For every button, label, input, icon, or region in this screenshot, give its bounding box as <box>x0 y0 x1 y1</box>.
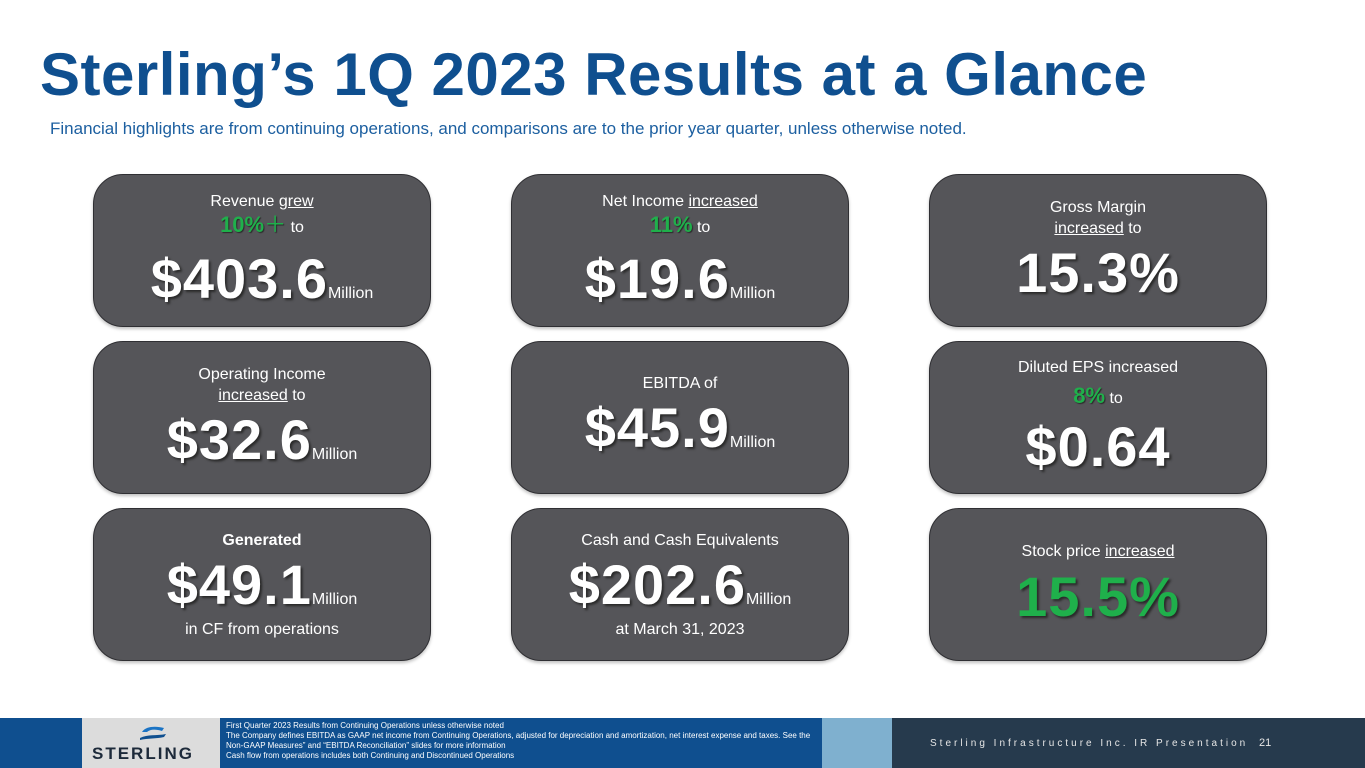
footer-brand-area: Sterling Infrastructure Inc. IR Presenta… <box>892 718 1365 768</box>
footer-note: First Quarter 2023 Results from Continui… <box>226 721 504 730</box>
card-label: Generated <box>222 532 302 549</box>
footer-note: Cash flow from operations includes both … <box>226 751 515 760</box>
page-subtitle: Financial highlights are from continuing… <box>50 119 967 138</box>
card-footnote: at March 31, 2023 <box>615 621 745 638</box>
card-stock-price: Stock price increased 15.5% <box>929 508 1267 661</box>
card-value: $0.64 <box>1025 415 1171 478</box>
card-value: 15.5% <box>1016 565 1180 628</box>
card-unit: Million <box>729 434 776 451</box>
card-label-link: increased <box>218 387 288 404</box>
card-label: Gross Margin <box>1049 199 1147 216</box>
page-title: Sterling’s 1Q 2023 Results at a Glance <box>40 41 1148 108</box>
card-label-link: increased <box>1054 220 1124 237</box>
card-label: to <box>287 387 306 404</box>
footer-notes: First Quarter 2023 Results from Continui… <box>220 718 822 768</box>
card-value: $45.9 <box>584 396 730 459</box>
sterling-logo: STERLING <box>82 718 220 768</box>
card-label: to <box>1123 220 1142 237</box>
card-cash-equivalents: Cash and Cash Equivalents $202.6Million … <box>511 508 849 661</box>
card-value: $202.6 <box>568 553 746 616</box>
plus-icon: ＋ <box>264 212 287 237</box>
card-value: $403.6 <box>150 247 328 310</box>
growth-percent: 8% <box>1073 383 1105 408</box>
card-gross-margin: Gross Margin increased to 15.3% <box>929 174 1267 327</box>
footer-note: The Company defines EBITDA as GAAP net i… <box>226 731 811 750</box>
card-label: Net Income <box>602 193 689 210</box>
card-diluted-eps: Diluted EPS increased 8% to $0.64 <box>929 341 1267 494</box>
card-unit: Million <box>311 446 358 463</box>
card-cash-flow: Generated $49.1Million in CF from operat… <box>93 508 431 661</box>
card-footnote: in CF from operations <box>185 621 339 638</box>
growth-percent: 10% <box>220 212 265 237</box>
card-label-link: increased <box>1105 543 1175 560</box>
card-label: Stock price <box>1021 543 1106 560</box>
sterling-logo-icon <box>140 726 166 740</box>
card-label: Operating Income <box>198 366 326 383</box>
card-operating-income: Operating Income increased to $32.6Milli… <box>93 341 431 494</box>
logo-text: STERLING <box>92 744 194 763</box>
card-label: to <box>286 219 304 236</box>
card-label-link: increased <box>688 193 758 210</box>
card-revenue: Revenue grew 10%＋ to $403.6Million <box>93 174 431 327</box>
card-unit: Million <box>311 591 358 608</box>
card-unit: Million <box>327 285 374 302</box>
card-value: $49.1 <box>166 553 312 616</box>
card-label: to <box>692 219 711 236</box>
card-value: $19.6 <box>584 247 730 310</box>
footer-accent <box>0 718 82 768</box>
card-label: Cash and Cash Equivalents <box>581 532 779 549</box>
card-label: to <box>1105 390 1123 407</box>
page-number: 21 <box>1259 737 1272 749</box>
card-label: Revenue <box>210 193 279 210</box>
card-value: 15.3% <box>1016 241 1180 304</box>
card-unit: Million <box>745 591 792 608</box>
card-value: $32.6 <box>166 408 312 471</box>
card-ebitda: EBITDA of $45.9Million <box>511 341 849 494</box>
card-unit: Million <box>729 285 776 302</box>
card-label-link: grew <box>278 193 314 210</box>
footer-bar: STERLING First Quarter 2023 Results from… <box>0 718 1365 768</box>
card-label: EBITDA of <box>642 375 718 392</box>
card-net-income: Net Income increased 11% to $19.6Million <box>511 174 849 327</box>
footer-accent-light <box>822 718 892 768</box>
card-label: Diluted EPS increased <box>1017 359 1179 376</box>
growth-percent: 11% <box>649 212 693 237</box>
footer-brand: Sterling Infrastructure Inc. IR Presenta… <box>930 738 1249 749</box>
